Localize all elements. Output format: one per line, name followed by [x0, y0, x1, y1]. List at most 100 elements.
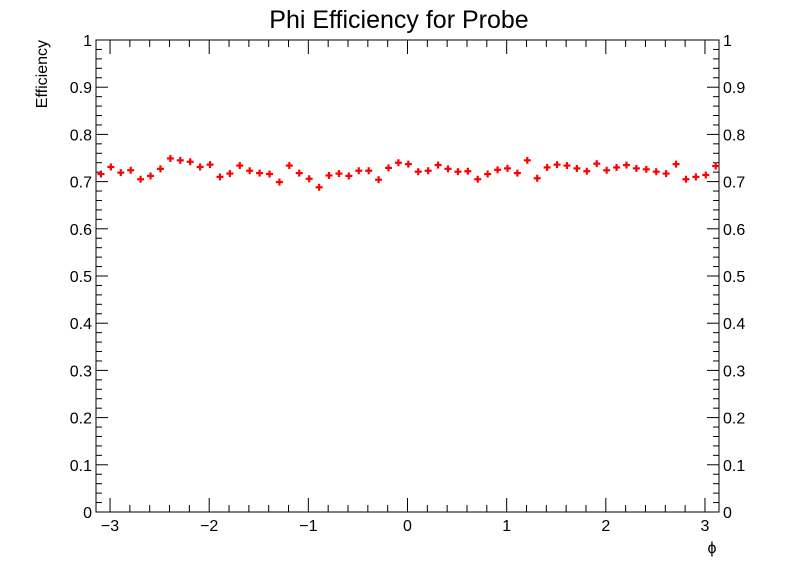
data-point [335, 170, 343, 178]
data-point [236, 162, 244, 170]
data-point [662, 170, 670, 178]
data-point [583, 167, 591, 175]
y-tick-label-right: 0.6 [723, 222, 745, 239]
y-tick-label-left: 0.5 [70, 269, 92, 286]
data-point [613, 163, 621, 171]
y-tick-label-right: 0 [723, 505, 732, 522]
data-point [127, 166, 135, 174]
data-point [355, 167, 363, 175]
data-point [464, 167, 472, 175]
data-point [97, 170, 105, 178]
data-point [573, 164, 581, 172]
x-tick-label: −1 [299, 518, 317, 535]
plot-frame [95, 39, 720, 513]
data-point [533, 174, 541, 182]
data-point [563, 162, 571, 170]
data-point [513, 169, 521, 177]
data-point [484, 170, 492, 178]
y-tick-label-left: 0.7 [70, 175, 92, 192]
data-point [593, 160, 601, 168]
data-point [632, 164, 640, 172]
y-tick-label-right: 0.3 [723, 363, 745, 380]
data-point [156, 165, 164, 173]
x-tick-label: 1 [502, 518, 511, 535]
data-point [107, 163, 115, 171]
y-tick-label-right: 1 [723, 33, 732, 50]
data-point [414, 168, 422, 176]
y-tick-label-left: 0.9 [70, 80, 92, 97]
data-point [246, 167, 254, 175]
data-point [365, 167, 373, 175]
data-point [622, 161, 630, 169]
data-point [503, 164, 511, 172]
data-point [315, 183, 323, 191]
data-point [345, 172, 353, 180]
y-axis-label: Efficiency [34, 40, 51, 108]
data-point [523, 156, 531, 164]
x-axis-label: ϕ [708, 540, 717, 557]
data-point [692, 173, 700, 181]
data-point [147, 172, 155, 180]
axis-ticks [96, 39, 719, 513]
data-point [603, 166, 611, 174]
data-point [404, 160, 412, 168]
chart-title: Phi Efficiency for Probe [269, 6, 528, 34]
data-point [454, 168, 462, 176]
x-tick-label: 3 [701, 518, 710, 535]
y-tick-label-right: 0.5 [723, 269, 745, 286]
data-point [553, 161, 561, 169]
y-tick-label-left: 0.6 [70, 222, 92, 239]
x-tick-label: 2 [601, 518, 610, 535]
data-point [256, 169, 264, 177]
data-point [275, 178, 283, 186]
y-tick-label-left: 0.4 [70, 316, 92, 333]
data-point [186, 158, 194, 166]
y-tick-label-right: 0.1 [723, 458, 745, 475]
data-point [652, 168, 660, 176]
data-point [494, 166, 502, 174]
x-tick-label: −3 [101, 518, 119, 535]
y-tick-label-left: 0.3 [70, 363, 92, 380]
data-point [385, 164, 393, 172]
data-point [375, 176, 383, 184]
y-tick-label-right: 0.4 [723, 316, 745, 333]
data-point [206, 161, 214, 169]
data-point [325, 171, 333, 179]
data-point [226, 170, 234, 178]
data-point [682, 175, 690, 183]
data-point [702, 171, 710, 179]
y-tick-label-left: 0.2 [70, 411, 92, 428]
data-point [295, 169, 303, 177]
data-point [394, 159, 402, 167]
data-point [216, 173, 224, 181]
data-point [285, 162, 293, 170]
data-point [672, 160, 680, 168]
data-point [137, 175, 145, 183]
tick-labels: 0 0 0.1 0.1 0.2 0.2 0.3 0.3 0.4 0.4 0.5 0.5 0.6 0.6 0.… [70, 33, 746, 535]
y-tick-label-right: 0.7 [723, 175, 745, 192]
data-point [424, 167, 432, 175]
data-point [444, 165, 452, 173]
data-point [176, 156, 184, 164]
data-point [305, 175, 313, 183]
y-tick-label-right: 0.2 [723, 411, 745, 428]
data-points [97, 154, 720, 191]
y-tick-label-left: 0.1 [70, 458, 92, 475]
y-tick-label-left: 0.8 [70, 127, 92, 144]
data-point [196, 163, 204, 171]
data-point [166, 154, 174, 162]
y-tick-label-right: 0.8 [723, 127, 745, 144]
data-point [543, 163, 551, 171]
y-tick-label-left: 1 [83, 33, 92, 50]
data-point [474, 175, 482, 183]
data-point [712, 162, 720, 170]
x-tick-label: 0 [403, 518, 412, 535]
data-point [642, 165, 650, 173]
y-tick-label-right: 0.9 [723, 80, 745, 97]
x-tick-label: −2 [200, 518, 218, 535]
data-point [266, 170, 274, 178]
plot-border [95, 39, 720, 513]
data-point [434, 161, 442, 169]
